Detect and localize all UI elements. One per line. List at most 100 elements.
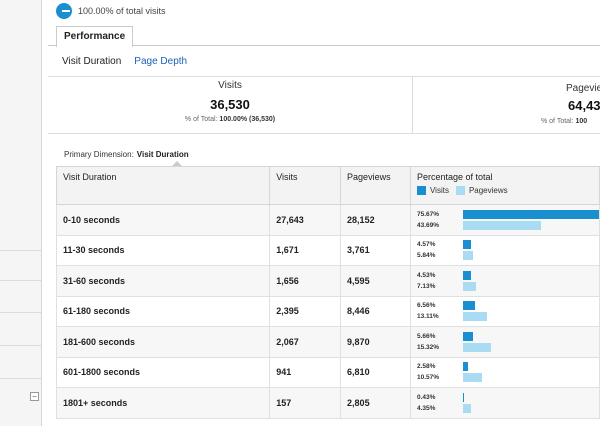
cell-pageviews: 8,446 [340,295,411,327]
pie-chart-icon [56,3,72,19]
pageviews-pct-label: 13.11% [416,313,439,321]
sidebar-divider [0,280,41,281]
primary-dimension-value[interactable]: Visit Duration [136,150,189,159]
pageviews-bar [462,220,542,230]
col-header-visit-duration[interactable]: Visit Duration [55,166,271,205]
cell-percentage: 5.66% 15.32% [409,326,600,358]
table-row[interactable]: 0-10 seconds 27,643 28,152 75.67% 43.69% [55,204,600,236]
summary-visits: Visits 36,530 % of Total: 100.00% (36,53… [48,77,413,133]
left-sidebar: − [0,0,42,426]
cell-visits: 27,643 [269,204,342,236]
pageviews-bar [462,312,487,322]
summary-label: Visits [218,80,242,91]
cell-visit-duration[interactable]: 181-600 seconds [55,326,271,358]
col-header-percentage[interactable]: Percentage of total Visits Pageviews [409,166,600,205]
cell-visit-duration[interactable]: 11-30 seconds [55,234,271,266]
cell-visit-duration[interactable]: 1801+ seconds [55,387,271,419]
sidebar-divider [0,378,41,379]
summary-pageviews: Pageviews 64,43 % of Total: 100 [413,77,600,133]
col-header-pageviews[interactable]: Pageviews [340,166,411,205]
subtab-page-depth[interactable]: Page Depth [134,56,188,67]
table-row[interactable]: 61-180 seconds 2,395 8,446 6.56% 13.11% [55,295,600,327]
data-table: Visit Duration Visits Pageviews Percenta… [55,166,600,419]
tab-performance[interactable]: Performance [56,26,134,47]
legend-swatch-pageviews [455,186,465,195]
visits-pct-label: 6.56% [416,302,436,310]
table-row[interactable]: 11-30 seconds 1,671 3,761 4.57% 5.84% [55,234,600,266]
caret-up-icon [172,161,182,166]
pageviews-bar [462,281,476,291]
visits-pct-label: 4.57% [416,241,436,249]
table-row[interactable]: 31-60 seconds 1,656 4,595 4.53% 7.13% [55,265,600,297]
table-row[interactable]: 601-1800 seconds 941 6,810 2.58% 10.57% [55,356,600,388]
cell-percentage: 75.67% 43.69% [409,204,600,236]
pageviews-pct-label: 15.32% [416,343,440,351]
pageviews-pct-label: 43.69% [416,221,440,229]
visits-pct-label: 2.58% [416,363,436,371]
visits-pct-label: 5.66% [416,332,436,340]
summary-value: 64,43 [568,98,600,113]
visits-pct-label: 4.53% [416,271,436,279]
pageviews-pct-label: 7.13% [416,282,436,290]
cell-visit-duration[interactable]: 0-10 seconds [55,204,271,236]
cell-percentage: 6.56% 13.11% [409,295,600,327]
legend-pageviews: Pageviews [468,186,508,195]
legend-swatch-visits [416,186,426,195]
cell-pageviews: 4,595 [340,265,411,297]
cell-visits: 941 [269,356,342,388]
summary-label: Pageviews [566,83,600,94]
primary-dimension: Primary Dimension: Visit Duration [64,150,189,159]
summary-pct-of-total: % of Total: 100 [541,118,588,125]
cell-percentage: 4.57% 5.84% [409,234,600,266]
cell-pageviews: 6,810 [340,356,411,388]
report-panel: 100.00% of total visits Performance Visi… [42,0,600,426]
table-row[interactable]: 1801+ seconds 157 2,805 0.43% 4.35% [55,387,600,419]
tab-bar: Performance [48,26,600,47]
pageviews-pct-label: 5.84% [416,252,436,260]
summary-pct-of-total: % of Total: 100.00% (36,530) [184,116,276,123]
pageviews-bar [462,251,474,261]
cell-visits: 1,671 [269,234,342,266]
cell-visits: 2,067 [269,326,342,358]
pageviews-bar [462,403,471,413]
visits-pct-label: 75.67% [416,210,440,218]
cell-percentage: 2.58% 10.57% [409,356,600,388]
chart-legend: Visits Pageviews [416,186,593,195]
collapse-icon[interactable]: − [30,392,39,401]
pageviews-bar [462,373,482,383]
cell-visits: 1,656 [269,265,342,297]
subtab-bar: Visit Duration Page Depth [62,56,187,67]
sidebar-divider [0,345,41,346]
cell-percentage: 0.43% 4.35% [409,387,600,419]
subtab-visit-duration[interactable]: Visit Duration [62,56,122,67]
cell-pageviews: 3,761 [340,234,411,266]
legend-visits: Visits [429,186,449,195]
cell-pageviews: 2,805 [340,387,411,419]
summary-value: 36,530 [210,97,250,112]
visits-bar [462,240,472,250]
col-header-visits[interactable]: Visits [269,166,342,205]
sidebar-divider [0,250,41,251]
summary-scorecard: Visits 36,530 % of Total: 100.00% (36,53… [48,76,600,134]
visits-bar [462,270,472,280]
cell-pageviews: 28,152 [340,204,411,236]
cell-visits: 157 [269,387,342,419]
visits-pct-label: 0.43% [416,393,436,401]
visits-bar [462,392,464,402]
visits-bar [462,331,474,341]
pageviews-pct-label: 4.35% [416,404,436,412]
visits-bar [462,362,468,372]
visits-bar [462,301,475,311]
pageviews-pct-label: 10.57% [416,374,440,382]
visits-bar [462,209,599,219]
cell-visits: 2,395 [269,295,342,327]
cell-visit-duration[interactable]: 601-1800 seconds [55,356,271,388]
cell-visit-duration[interactable]: 61-180 seconds [55,295,271,327]
cell-percentage: 4.53% 7.13% [409,265,600,297]
segment-summary: 100.00% of total visits [56,3,166,19]
sidebar-divider [0,312,41,313]
table-row[interactable]: 181-600 seconds 2,067 9,870 5.66% 15.32% [55,326,600,358]
cell-visit-duration[interactable]: 31-60 seconds [55,265,271,297]
cell-pageviews: 9,870 [340,326,411,358]
pct-of-total-visits: 100.00% of total visits [78,6,166,16]
